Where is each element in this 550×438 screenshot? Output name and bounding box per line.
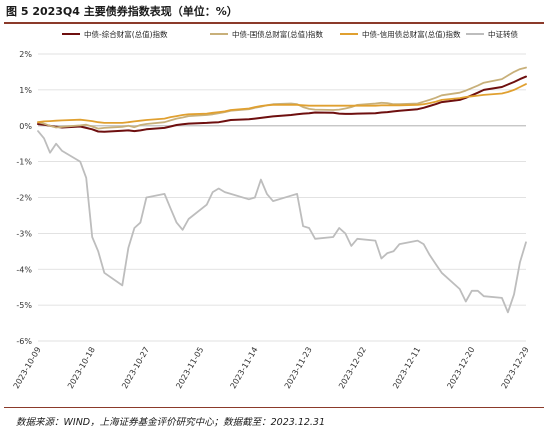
y-tick-label: -2% xyxy=(16,194,32,203)
y-tick-label: 1% xyxy=(19,86,32,95)
data-source-note: 数据来源：WIND，上海证券基金评价研究中心；数据截至：2023.12.31 xyxy=(16,417,326,428)
y-tick-label: -5% xyxy=(16,301,32,310)
line-chart: 2% 1% 0% -1% -2% -3% -4% -5% -6%2023-10-09 2023-1… xyxy=(12,29,531,391)
series-line-1 xyxy=(37,75,527,133)
footer-rule xyxy=(4,407,544,408)
y-tick-label: -6% xyxy=(16,337,32,346)
x-tick-label: 2023-10-27 xyxy=(120,346,151,391)
title-rule xyxy=(4,22,544,24)
x-tick-label: 2023-12-02 xyxy=(337,346,368,391)
x-tick-label: 2023-10-18 xyxy=(66,346,97,391)
legend-label: 中债-综合财富(总值)指数 xyxy=(84,29,168,39)
legend-label: 中债-信用债总财富(总值)指数 xyxy=(362,29,461,39)
y-tick-label: -4% xyxy=(16,265,32,274)
x-tick-label: 2023-12-11 xyxy=(391,346,422,391)
x-tick-label: 2023-12-29 xyxy=(500,346,531,391)
x-tick-label: 2023-12-20 xyxy=(445,346,476,391)
y-tick-label: -1% xyxy=(16,158,32,167)
x-tick-label: 2023-10-09 xyxy=(12,346,43,391)
y-tick-label: 2% xyxy=(19,50,32,59)
series-line-3 xyxy=(37,83,527,124)
series-line-4 xyxy=(37,130,527,314)
x-tick-label: 2023-11-23 xyxy=(283,346,314,391)
legend-label: 中债-国债总财富(总值)指数 xyxy=(232,29,324,39)
x-tick-label: 2023-11-05 xyxy=(174,346,205,391)
y-tick-label: -3% xyxy=(16,229,32,238)
figure-title: 图 5 2023Q4 主要债券指数表现（单位：%） xyxy=(6,5,238,18)
series-line-2 xyxy=(37,66,527,130)
y-tick-label: 0% xyxy=(19,122,32,131)
x-tick-label: 2023-11-14 xyxy=(229,346,260,391)
legend-label: 中证转债 xyxy=(488,29,518,39)
